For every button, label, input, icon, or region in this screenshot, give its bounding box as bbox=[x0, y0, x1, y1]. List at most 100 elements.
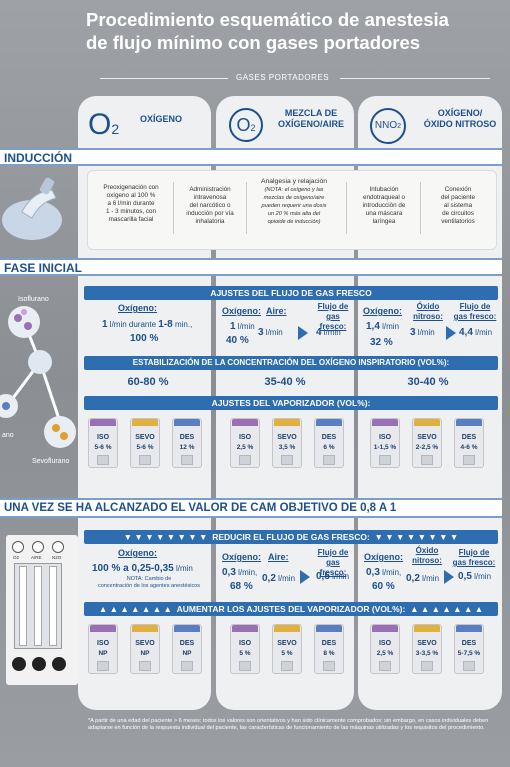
reducir-c3-fresco-h: Flujo de gas fresco: bbox=[452, 548, 496, 567]
estabilizacion-bar: ESTABILIZACIÓN DE LA CONCENTRACIÓN DEL O… bbox=[84, 356, 498, 370]
title-line-2: de flujo mínimo con gases portadores bbox=[86, 32, 421, 53]
col1-label: OXÍGENO bbox=[140, 114, 183, 124]
flowmeter-panel: O2 AIRE N2O bbox=[6, 535, 78, 685]
vaporizer-cap bbox=[372, 625, 398, 632]
vaporizer-value: 2-2,5 % bbox=[415, 444, 439, 451]
flujo-c3-b: 3 l/min bbox=[410, 327, 435, 338]
knob-icon bbox=[12, 657, 26, 671]
gauge-o2-label: O2 bbox=[13, 555, 20, 560]
vaporizer-agent: DES bbox=[461, 434, 477, 441]
arrow-right-icon bbox=[300, 570, 310, 584]
page-title: Procedimiento esquemático de anestesia d… bbox=[86, 8, 506, 54]
vaporizer-window bbox=[97, 661, 109, 671]
flujo-c3-a: 1,4 l/min bbox=[366, 321, 400, 332]
vaporizer-value: 3-3,5 % bbox=[415, 650, 439, 657]
vaporizer-window bbox=[139, 455, 151, 465]
vaporizer-agent: ISO bbox=[238, 434, 252, 441]
col2-label: MEZCLA DE OXÍGENO/AIRE bbox=[277, 108, 344, 129]
knob-icon bbox=[52, 657, 66, 671]
aumentar-vaporizador-bar: ▲ ▲ ▲ ▲ ▲ ▲ ▲ AUMENTAR LOS AJUSTES DEL V… bbox=[84, 602, 498, 616]
divider bbox=[100, 78, 228, 79]
gauge-icon bbox=[12, 541, 24, 553]
vaporizer-value: 2,5 % bbox=[376, 650, 394, 657]
arrow-right-icon bbox=[446, 326, 456, 340]
vaporizer-cap bbox=[414, 419, 440, 426]
vaporizer-value: 6 % bbox=[323, 444, 335, 451]
vaporizer-agent: SEVO bbox=[135, 434, 155, 441]
cam-band bbox=[0, 498, 502, 518]
vaporizer-cap bbox=[232, 625, 258, 632]
reducir-c2-a: 0,3 l/min, bbox=[222, 567, 258, 578]
vaporizer-window bbox=[463, 661, 475, 671]
vaporizer-cap bbox=[456, 419, 482, 426]
flujo-c1-header: Oxígeno: bbox=[118, 303, 158, 313]
vaporizer-des: DES NP bbox=[172, 624, 202, 674]
vaporizer-cap bbox=[372, 419, 398, 426]
flujo-c2-b: 3 l/min bbox=[258, 327, 283, 338]
divider bbox=[420, 182, 421, 234]
vaporizer-des: DES 12 % bbox=[172, 418, 202, 468]
vaporizer-cap bbox=[274, 625, 300, 632]
induccion-label: INDUCCIÓN bbox=[4, 151, 72, 165]
vaporizer-agent: SEVO bbox=[417, 640, 437, 647]
title-line-1: Procedimiento esquemático de anestesia bbox=[86, 9, 449, 30]
vaporizer-value: 1-1,5 % bbox=[373, 444, 397, 451]
reducir-c1-header: Oxígeno: bbox=[118, 548, 158, 558]
vaporizer-des: DES 5-7,5 % bbox=[454, 624, 484, 674]
induccion-band bbox=[0, 148, 502, 166]
vaporizer-agent: SEVO bbox=[277, 434, 297, 441]
vaporizer-iso: ISO NP bbox=[88, 624, 118, 674]
flujo-c1-values: 1 l/min durante 1-8 min., bbox=[102, 319, 193, 330]
reducir-c3-oxigeno-h: Oxígeno: bbox=[364, 552, 404, 562]
vaporizer-window bbox=[379, 455, 391, 465]
sevoflurano-label: Sevoflurano bbox=[32, 458, 70, 465]
vaporizer-iso: ISO 2,5 % bbox=[370, 624, 400, 674]
vaporizer-agent: DES bbox=[321, 434, 337, 441]
vaporizer-des: DES 8 % bbox=[314, 624, 344, 674]
vaporizer-window bbox=[421, 455, 433, 465]
vaporizer-iso: ISO 5 % bbox=[230, 624, 260, 674]
flujo-c2-fresco-h: Flujo de gas fresco: bbox=[317, 302, 349, 331]
vaporizer-window bbox=[323, 455, 335, 465]
estab-c3: 30-40 % bbox=[407, 376, 449, 388]
n2o-icon: NNO2 bbox=[370, 108, 406, 144]
vaporizer-window bbox=[239, 455, 251, 465]
vaporizer-iso: ISO 2,5 % bbox=[230, 418, 260, 468]
vaporizer-agent: ISO bbox=[96, 434, 110, 441]
vaporizer-agent: DES bbox=[179, 434, 195, 441]
reducir-c2-fresco-h: Flujo de gas fresco: bbox=[317, 548, 349, 577]
vaporizer-agent: ISO bbox=[96, 640, 110, 647]
reducir-flujo-bar: ▼ ▼ ▼ ▼ ▼ ▼ ▼ ▼ REDUCIR EL FLUJO DE GAS … bbox=[84, 530, 498, 544]
vaporizer-iso: ISO 5-6 % bbox=[88, 418, 118, 468]
vaporizer-cap bbox=[90, 419, 116, 426]
vaporizer-agent: ISO bbox=[378, 434, 392, 441]
vaporizer-value: 5-6 % bbox=[94, 444, 112, 451]
vaporizer-window bbox=[323, 661, 335, 671]
vaporizer-window bbox=[421, 661, 433, 671]
vaporizer-sevo: SEVO 5 % bbox=[272, 624, 302, 674]
vaporizer-agent: ISO bbox=[238, 640, 252, 647]
vaporizer-value: 8 % bbox=[323, 650, 335, 657]
vaporizer-agent: SEVO bbox=[417, 434, 437, 441]
col3-label: OXÍGENO/ÓXIDO NITROSO bbox=[423, 108, 497, 129]
flujo-c3-pct: 32 % bbox=[370, 337, 393, 348]
gauge-icon bbox=[52, 541, 64, 553]
ajustes-vaporizador-bar: AJUSTES DEL VAPORIZADOR (VOL%): bbox=[84, 396, 498, 410]
arrow-right-icon bbox=[444, 570, 454, 584]
molecules-illustration bbox=[0, 282, 84, 482]
flujo-c2-a: 1 l/min bbox=[230, 321, 255, 332]
reducir-c3-b: 0,2 l/min bbox=[406, 573, 440, 584]
flujo-c3-fresco-h: Flujo de gas fresco: bbox=[453, 302, 497, 321]
divider bbox=[173, 182, 174, 234]
reducir-c2-result: 0,5 l/min bbox=[316, 571, 350, 582]
vaporizer-cap bbox=[274, 419, 300, 426]
reducir-c3-nitroso-h: Óxido nitroso: bbox=[412, 546, 442, 565]
vaporizer-agent: DES bbox=[179, 640, 195, 647]
vaporizer-cap bbox=[132, 419, 158, 426]
vaporizer-agent: SEVO bbox=[135, 640, 155, 647]
vaporizer-value: 4-6 % bbox=[460, 444, 478, 451]
fase-inicial-band bbox=[0, 258, 502, 276]
vaporizer-cap bbox=[456, 625, 482, 632]
vaporizer-window bbox=[97, 455, 109, 465]
